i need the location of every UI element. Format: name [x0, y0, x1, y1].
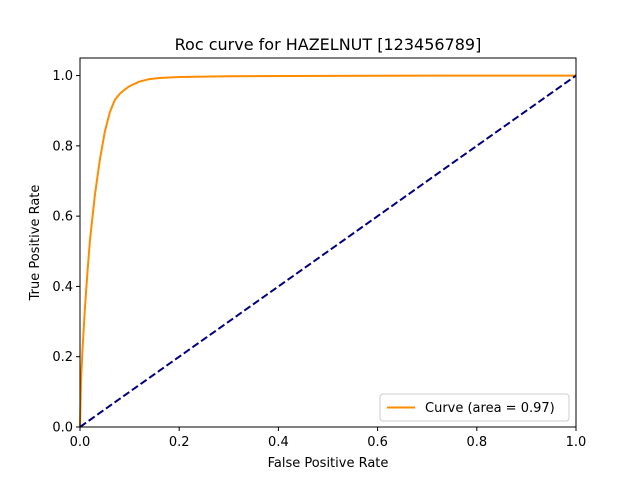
- series-layer: [79, 74, 577, 428]
- y-axis-label: True Positive Rate: [28, 185, 43, 302]
- y-tick-label: 1.0: [52, 69, 73, 84]
- chart-title: Roc curve for HAZELNUT [123456789]: [175, 35, 482, 54]
- y-tick-label: 0.2: [52, 350, 73, 365]
- plot-area: [79, 57, 577, 428]
- x-tick-label: 0.0: [70, 435, 91, 450]
- x-tick-label: 0.6: [367, 435, 388, 450]
- chance-diagonal-line: [79, 74, 577, 428]
- x-tick-label: 0.2: [169, 435, 190, 450]
- x-tick-label: 0.8: [466, 435, 487, 450]
- legend-label-curve: Curve (area = 0.97): [425, 401, 555, 416]
- y-tick-label: 0.0: [52, 421, 73, 436]
- y-axis: 0.0 0.2 0.4 0.6 0.8 1.0: [52, 69, 80, 436]
- plot-frame: [79, 57, 577, 428]
- x-tick-label: 0.4: [268, 435, 289, 450]
- y-tick-label: 0.4: [52, 280, 73, 295]
- y-tick-label: 0.6: [52, 210, 73, 225]
- x-tick-label: 1.0: [566, 435, 587, 450]
- x-axis-label: False Positive Rate: [268, 456, 389, 471]
- roc-curve-line: [79, 74, 576, 428]
- legend-box: [379, 393, 570, 422]
- legend: Curve (area = 0.97): [379, 393, 570, 422]
- y-tick-label: 0.8: [52, 139, 73, 154]
- x-axis: 0.0 0.2 0.4 0.6 0.8 1.0: [70, 427, 587, 450]
